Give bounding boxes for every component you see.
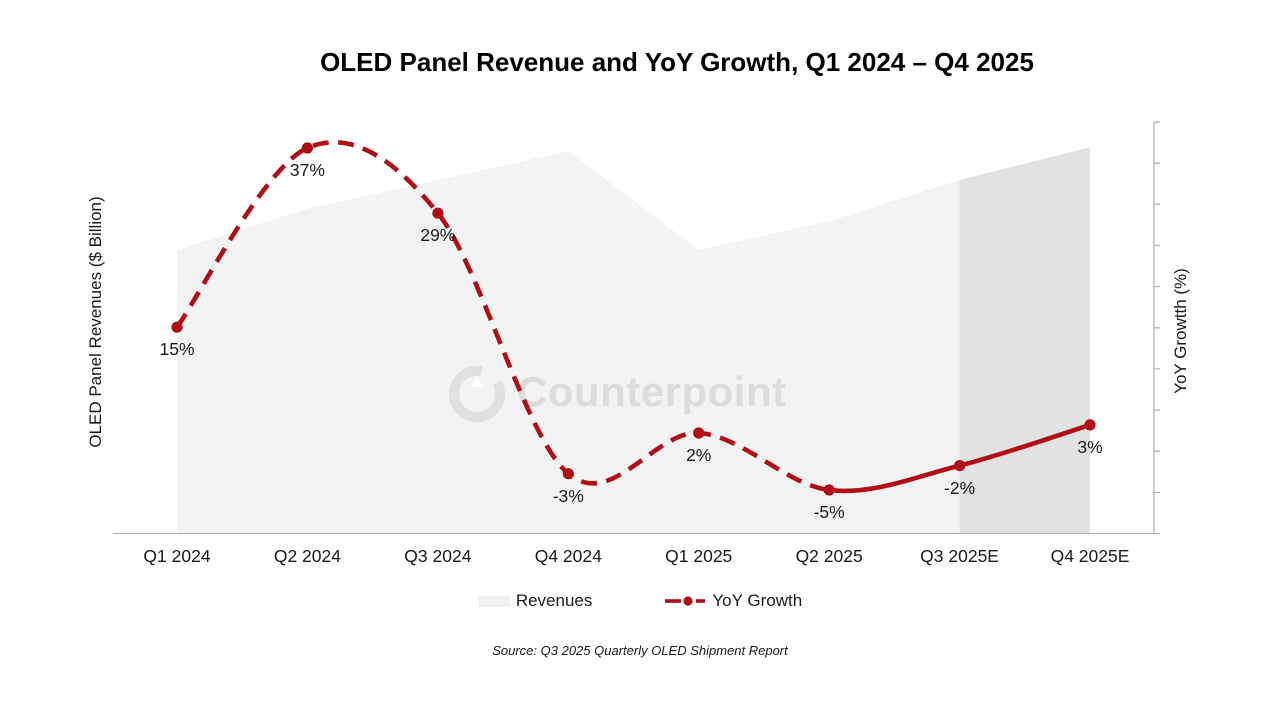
yoy-data-label: 3% <box>1077 436 1103 457</box>
legend-yoy-label: YoY Growth <box>712 591 803 610</box>
legend-item-revenues: Revenues <box>477 591 593 611</box>
x-axis-label: Q4 2025E <box>1050 546 1130 566</box>
yoy-data-label: -2% <box>944 477 976 498</box>
yoy-point <box>1084 419 1096 431</box>
chart-title: OLED Panel Revenue and YoY Growth, Q1 20… <box>320 47 1034 77</box>
left-axis-label: OLED Panel Revenues ($ Billion) <box>86 196 105 448</box>
x-axis-label: Q3 2025E <box>920 546 999 566</box>
yoy-data-label: -3% <box>552 485 584 506</box>
right-axis-label: YoY Growtth (%) <box>1171 268 1190 394</box>
legend: Revenues YoY Growth <box>0 591 1280 611</box>
x-axis-label: Q2 2024 <box>273 546 341 566</box>
yoy-line-legend-icon <box>665 596 706 606</box>
legend-revenues-label: Revenues <box>515 591 593 610</box>
yoy-data-label: 29% <box>420 225 456 246</box>
yoy-point <box>562 468 574 480</box>
yoy-data-label: 15% <box>159 339 195 360</box>
x-axis-label: Q4 2024 <box>534 546 602 566</box>
yoy-point <box>954 460 966 472</box>
yoy-point <box>171 321 183 333</box>
yoy-point <box>301 142 313 154</box>
yoy-data-label: 2% <box>686 445 712 465</box>
yoy-growth-line-dashed <box>175 139 830 493</box>
yoy-data-label: 37% <box>289 160 325 180</box>
source-note: Source: Q3 2025 Quarterly OLED Shipment … <box>492 643 788 658</box>
right-axis-ticks <box>1154 121 1160 535</box>
yoy-point <box>823 484 835 496</box>
x-axis-label: Q1 2024 <box>143 546 211 566</box>
yoy-point <box>693 427 705 439</box>
x-axis-label: Q3 2024 <box>404 546 472 566</box>
x-axis-label: Q2 2025 <box>795 546 863 566</box>
revenues-swatch-icon <box>477 595 510 607</box>
revenues-area <box>177 147 1090 534</box>
x-axis-label: Q1 2025 <box>665 546 733 566</box>
yoy-growth-points <box>171 142 1096 496</box>
yoy-data-label: -5% <box>813 502 845 522</box>
yoy-point <box>432 207 444 219</box>
legend-item-yoy: YoY Growth <box>664 591 802 611</box>
